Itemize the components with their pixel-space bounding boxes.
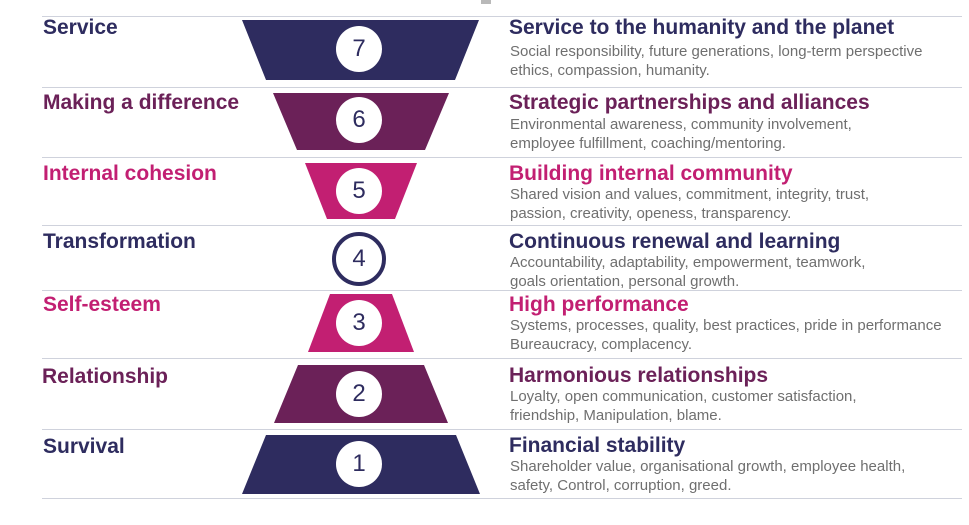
level-name: Making a difference xyxy=(43,91,240,114)
description-line: ethics, compassion, humanity. xyxy=(510,62,710,79)
description-line: Loyalty, open communication, customer sa… xyxy=(510,388,857,405)
description-line: employee fulfillment, coaching/mentoring… xyxy=(510,135,786,152)
description-line: safety, Control, corruption, greed. xyxy=(510,477,732,494)
level-description: Shareholder value, organisational growth… xyxy=(510,457,969,495)
top-marker xyxy=(481,0,491,4)
level-number-badge: 2 xyxy=(336,371,382,417)
level-number-badge: 3 xyxy=(336,300,382,346)
row-divider xyxy=(42,498,962,499)
level-title: Financial stability xyxy=(509,434,686,457)
level-number-badge: 1 xyxy=(336,441,382,487)
level-number-badge: 7 xyxy=(336,26,382,72)
level-title: Building internal community xyxy=(509,162,793,185)
level-name: Transformation xyxy=(43,230,196,253)
description-line: passion, creativity, openess, transparen… xyxy=(510,205,792,222)
level-number-badge: 4 xyxy=(332,232,386,286)
row-divider xyxy=(42,87,962,88)
row-divider xyxy=(42,429,962,430)
row-divider xyxy=(42,358,962,359)
description-line: Bureaucracy, complacency. xyxy=(510,336,693,353)
row-divider xyxy=(42,290,962,291)
description-line: friendship, Manipulation, blame. xyxy=(510,407,722,424)
description-line: goals orientation, personal growth. xyxy=(510,273,740,290)
level-name: Survival xyxy=(43,435,125,458)
level-description: Social responsibility, future generation… xyxy=(510,42,969,80)
level-description: Loyalty, open communication, customer sa… xyxy=(510,387,969,425)
description-line: Environmental awareness, community invol… xyxy=(510,116,852,133)
level-name: Self-esteem xyxy=(43,293,161,316)
level-description: Accountability, adaptability, empowermen… xyxy=(510,253,969,291)
row-divider xyxy=(42,225,962,226)
row-divider xyxy=(42,16,962,17)
level-name: Relationship xyxy=(42,365,169,388)
level-title: Continuous renewal and learning xyxy=(509,230,841,253)
level-description: Shared vision and values, commitment, in… xyxy=(510,185,969,223)
level-number-badge: 5 xyxy=(336,168,382,214)
level-name: Internal cohesion xyxy=(43,162,217,185)
description-line: Accountability, adaptability, empowermen… xyxy=(510,254,866,271)
description-line: Social responsibility, future generation… xyxy=(510,43,923,60)
level-title: Strategic partnerships and alliances xyxy=(509,91,870,114)
level-name: Service xyxy=(43,16,118,39)
level-title: Harmonious relationships xyxy=(509,364,769,387)
level-title: High performance xyxy=(509,293,689,316)
level-description: Systems, processes, quality, best practi… xyxy=(510,316,969,354)
description-line: Shareholder value, organisational growth… xyxy=(510,458,906,475)
level-number-badge: 6 xyxy=(336,97,382,143)
description-line: Shared vision and values, commitment, in… xyxy=(510,186,870,203)
level-description: Environmental awareness, community invol… xyxy=(510,115,969,153)
level-title: Service to the humanity and the planet xyxy=(509,16,895,39)
description-line: Systems, processes, quality, best practi… xyxy=(510,317,942,334)
row-divider xyxy=(42,157,962,158)
